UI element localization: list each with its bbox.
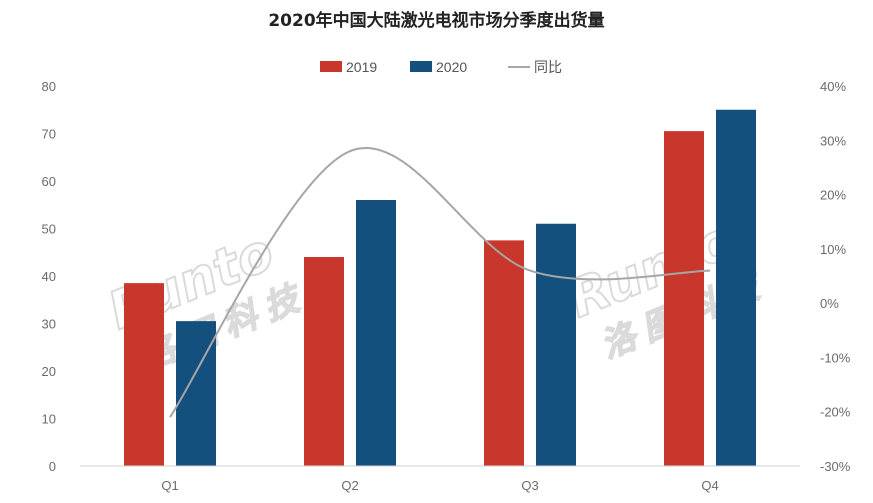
y2-tick-label: 10% (820, 242, 846, 257)
bar-2019-Q1 (124, 283, 164, 466)
legend-swatch-2019 (320, 61, 342, 72)
bar-2020-Q1 (176, 321, 216, 466)
x-tick-label: Q2 (341, 478, 358, 493)
y-tick-label: 80 (42, 79, 56, 94)
legend-label-yoy: 同比 (534, 59, 562, 75)
x-tick-label: Q1 (161, 478, 178, 493)
y2-tick-label: 30% (820, 133, 846, 148)
x-tick-label: Q4 (701, 478, 718, 493)
yoy-line-layer (169, 147, 711, 418)
legend: 2019 2020 同比 (320, 59, 562, 75)
x-tick-label: Q3 (521, 478, 538, 493)
y2-tick-label: -30% (820, 459, 851, 474)
axes: 0 10 20 30 40 50 60 70 80 -30% -20% -10% 0% 10% 20% 30%… (42, 79, 851, 493)
y-tick-label: 10 (42, 412, 56, 427)
bar-2020-Q3 (536, 223, 576, 466)
chart-title: 2020年中国大陆激光电视市场分季度出货量 (268, 11, 605, 31)
y-tick-label: 60 (42, 174, 56, 189)
y-tick-label: 20 (42, 364, 56, 379)
bar-2020-Q2 (356, 200, 396, 466)
y-tick-label: 50 (42, 222, 56, 237)
legend-label-2019: 2019 (346, 59, 377, 75)
bar-2019-Q4 (664, 131, 704, 466)
y-tick-label: 0 (49, 459, 56, 474)
y-tick-label: 30 (42, 317, 56, 332)
legend-swatch-2020 (410, 61, 432, 72)
y-tick-label: 40 (42, 269, 56, 284)
y-tick-label: 70 (42, 127, 56, 142)
bars (124, 109, 756, 466)
y2-tick-label: 20% (820, 188, 846, 203)
y2-tick-label: -20% (820, 405, 851, 420)
y2-tick-label: -10% (820, 350, 851, 365)
y2-tick-label: 0% (820, 296, 839, 311)
y2-tick-label: 40% (820, 79, 846, 94)
bar-2020-Q4 (716, 109, 756, 466)
bar-2019-Q2 (304, 257, 344, 466)
bar-2019-Q3 (484, 240, 524, 466)
legend-label-2020: 2020 (436, 59, 467, 75)
yoy-line (169, 147, 711, 418)
